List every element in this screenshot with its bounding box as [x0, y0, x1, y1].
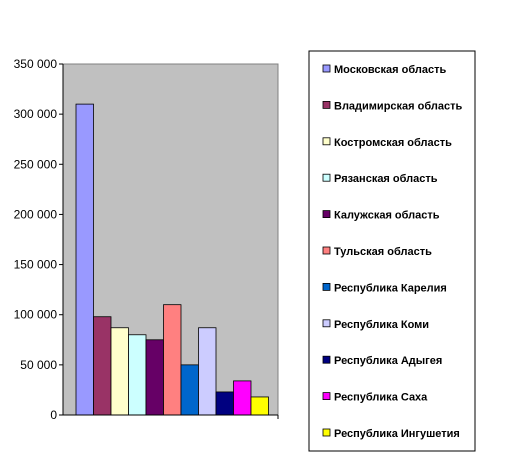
y-tick-label: 350 000 [14, 57, 58, 71]
y-tick-label: 150 000 [14, 258, 58, 272]
legend-label: Рязанская область [334, 173, 438, 185]
y-axis-ticks: 0 50 000 100 000 150 000 200 000 250 000 300 0… [14, 57, 63, 422]
legend: Московская область Владимирская область Ко… [322, 64, 462, 440]
legend-label: Калужская область [334, 210, 440, 222]
legend-item: Костромская область [322, 137, 452, 149]
legend-label: Республика Адыгея [334, 355, 442, 367]
bar [180, 364, 199, 416]
legend-swatch [322, 137, 331, 146]
legend-item: Республика Адыгея [322, 355, 442, 367]
legend-swatch [322, 392, 331, 401]
bar [93, 316, 112, 416]
bar [163, 304, 182, 416]
y-tick-label: 200 000 [14, 207, 58, 221]
legend-swatch [322, 101, 331, 109]
legend-swatch [322, 173, 331, 182]
legend-swatch [322, 319, 331, 328]
legend-swatch [322, 282, 331, 291]
legend-swatch [322, 210, 331, 219]
bar [128, 334, 147, 416]
legend-swatch [322, 428, 331, 437]
legend-label: Владимирская область [334, 100, 462, 112]
legend-box [308, 50, 476, 452]
legend-label: Республика Коми [334, 319, 429, 331]
legend-item: Калужская область [322, 210, 440, 222]
bar [145, 339, 164, 416]
bar [250, 396, 269, 416]
legend-item: Республика Ингушетия [322, 428, 460, 440]
legend-item: Московская область [322, 64, 446, 76]
y-tick-label: 250 000 [14, 157, 58, 171]
legend-item: Республика Карелия [322, 282, 447, 294]
bar [110, 327, 129, 416]
y-tick-label: 100 000 [14, 308, 58, 322]
legend-item: Тульская область [322, 246, 432, 258]
bar [198, 327, 217, 416]
legend-item: Владимирская область [322, 100, 462, 112]
bar [233, 380, 252, 416]
legend-label: Московская область [334, 64, 446, 76]
legend-swatch [322, 246, 331, 255]
legend-item: Республика Саха [322, 392, 428, 404]
legend-label: Республика Ингушетия [334, 428, 460, 440]
bar [215, 391, 234, 416]
bar [75, 103, 94, 416]
y-tick-label: 0 [50, 408, 57, 422]
legend-swatch [322, 355, 331, 364]
legend-label: Республика Саха [334, 392, 428, 404]
y-tick-label: 300 000 [14, 107, 58, 121]
legend-item: Республика Коми [322, 319, 429, 331]
bars-group [75, 103, 269, 416]
legend-swatch [322, 64, 331, 73]
legend-label: Костромская область [334, 137, 452, 149]
legend-label: Республика Карелия [334, 282, 447, 294]
legend-item: Рязанская область [322, 173, 438, 185]
legend-label: Тульская область [334, 246, 432, 258]
y-tick-label: 50 000 [20, 358, 57, 372]
